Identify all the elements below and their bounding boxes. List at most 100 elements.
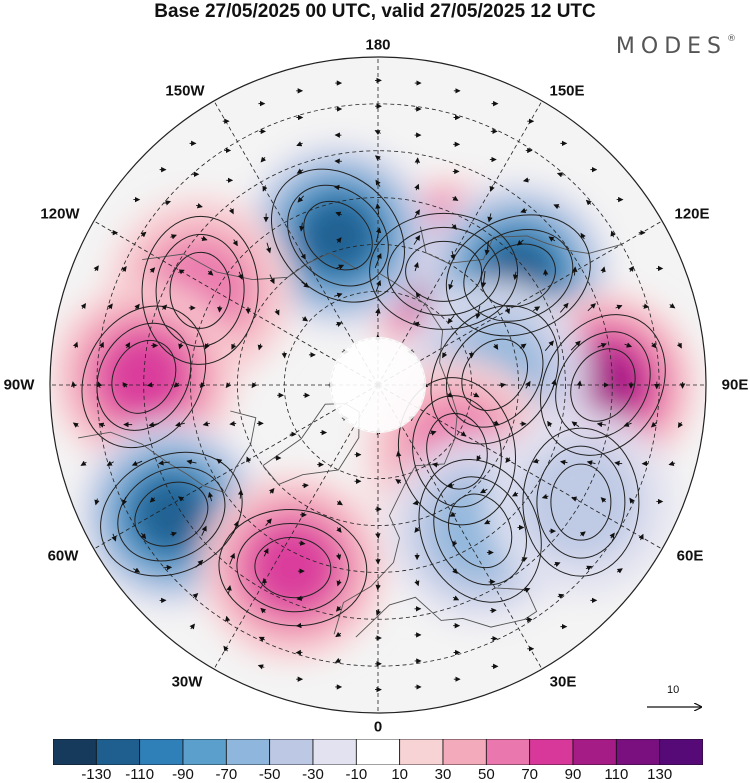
contour-line xyxy=(81,305,207,449)
wind-arrow xyxy=(600,497,607,503)
wind-arrow xyxy=(616,568,623,574)
wind-arrow xyxy=(374,155,381,161)
colorbar-tick-label: -10 xyxy=(345,766,368,783)
wind-arrow xyxy=(544,340,554,351)
wind-arrow xyxy=(375,609,382,616)
colorbar-tick-label: 90 xyxy=(564,766,582,783)
wind-arrow xyxy=(615,304,623,310)
wind-arrow xyxy=(570,340,581,351)
coastline xyxy=(333,272,458,635)
wind-arrow xyxy=(628,265,634,272)
wind-arrow xyxy=(202,421,210,427)
reference-vector-arrow xyxy=(647,695,705,717)
wind-arrow xyxy=(260,607,267,614)
contour-line xyxy=(445,214,591,337)
wind-arrow xyxy=(499,382,507,388)
wind-arrow xyxy=(98,422,106,428)
wind-arrow xyxy=(263,547,269,557)
wind-arrow xyxy=(375,583,381,591)
meridian-line xyxy=(93,220,379,386)
wind-arrow xyxy=(131,460,143,466)
wind-arrow xyxy=(335,211,342,217)
wind-arrow xyxy=(375,307,381,317)
contour-line xyxy=(387,226,501,316)
wind-arrow xyxy=(94,498,100,506)
wind-arrow xyxy=(450,250,456,261)
coastline xyxy=(419,226,622,264)
contour-line xyxy=(141,215,259,365)
brand-name: MODES xyxy=(615,34,727,59)
wind-arrow xyxy=(651,342,657,349)
contour-line xyxy=(303,200,373,271)
colorbar-tick-label: -30 xyxy=(302,766,324,783)
wind-arrow xyxy=(149,267,156,274)
wind-arrow xyxy=(480,270,487,288)
coastline xyxy=(78,410,257,494)
contour-line xyxy=(397,377,517,526)
wind-arrow xyxy=(629,497,635,504)
wind-arrow xyxy=(511,491,519,497)
wind-arrow xyxy=(548,236,556,242)
wind-arrow xyxy=(196,203,203,209)
contour-line xyxy=(254,537,332,599)
contour-line xyxy=(96,322,192,431)
wind-arrow xyxy=(395,479,402,485)
wind-arrow xyxy=(523,587,531,593)
wind-arrow xyxy=(504,306,511,315)
colorbar-tick-label: -130 xyxy=(81,766,112,783)
wind-arrow xyxy=(148,421,160,428)
wind-arrow xyxy=(262,185,268,192)
wind-arrow xyxy=(493,420,500,426)
wind-arrow xyxy=(579,531,586,537)
wind-arrow xyxy=(610,230,616,238)
wind-arrow xyxy=(175,421,185,427)
wind-arrow xyxy=(414,526,420,533)
wind-arrow xyxy=(251,382,257,389)
wind-arrow xyxy=(178,342,184,350)
wind-arrow xyxy=(232,239,238,247)
wind-arrow xyxy=(532,306,541,312)
wind-arrow xyxy=(447,314,455,324)
colorbar-swatch xyxy=(485,739,531,765)
colorbar-tick-label: 10 xyxy=(391,766,408,783)
wind-arrow xyxy=(200,235,208,242)
colorbar-swatch xyxy=(139,739,184,765)
wind-arrow xyxy=(121,266,127,272)
wind-arrow xyxy=(576,380,583,389)
wind-arrow xyxy=(265,518,272,527)
wind-arrow xyxy=(334,292,343,298)
wind-arrow xyxy=(375,531,381,539)
wind-arrow xyxy=(571,496,578,502)
meridian-line xyxy=(213,384,379,670)
wind-arrow xyxy=(668,460,676,467)
colorbar-swatch xyxy=(225,739,271,765)
colorbar-swatch xyxy=(659,739,703,765)
contour-line xyxy=(522,427,640,577)
wind-arrow xyxy=(516,239,524,246)
contour-line xyxy=(555,331,651,439)
wind-arrow xyxy=(299,222,305,232)
wind-arrow xyxy=(237,489,244,499)
brand-mark: ® xyxy=(727,34,736,44)
colorbar-tick-label: -70 xyxy=(215,766,238,783)
meridian-line xyxy=(377,220,663,386)
wind-arrow xyxy=(72,341,79,349)
wind-arrow xyxy=(335,321,343,327)
wind-arrow xyxy=(609,532,615,539)
longitude-label: 120W xyxy=(40,205,80,223)
wind-arrow xyxy=(596,421,607,428)
wind-arrow xyxy=(192,593,199,599)
map-title: Base 27/05/2025 00 UTC, valid 27/05/2025… xyxy=(154,1,596,22)
wind-arrow xyxy=(80,302,87,309)
meridian-line xyxy=(213,100,379,386)
meridian-line xyxy=(377,100,543,386)
wind-arrow xyxy=(274,309,280,316)
wind-arrow xyxy=(642,303,650,309)
contour-line xyxy=(536,445,626,559)
colorbar-swatch xyxy=(53,739,97,765)
wind-arrow xyxy=(521,557,528,563)
longitude-label: 150W xyxy=(165,82,205,100)
colorbar-tick-label: 130 xyxy=(647,766,673,783)
wind-arrow xyxy=(336,579,342,587)
